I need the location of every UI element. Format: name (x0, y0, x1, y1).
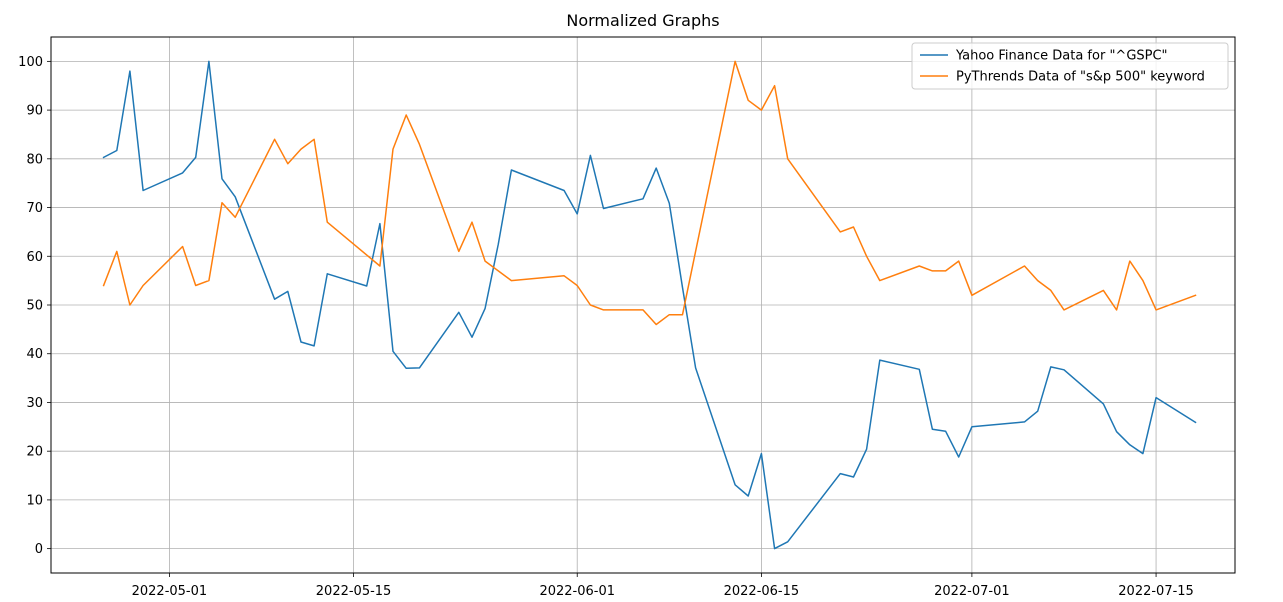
legend-label: PyThrends Data of "s&p 500" keyword (956, 70, 1205, 85)
y-tick-label: 70 (26, 201, 43, 216)
y-tick-label: 50 (26, 299, 43, 314)
x-tick-label: 2022-06-01 (539, 584, 615, 599)
grid (51, 37, 1235, 573)
y-tick-label: 80 (26, 152, 43, 167)
legend-label: Yahoo Finance Data for "^GSPC" (955, 49, 1168, 64)
x-tick-label: 2022-05-01 (132, 584, 208, 599)
series-lines (102, 60, 1197, 550)
y-tick-label: 100 (18, 55, 43, 70)
legend-box (911, 42, 1229, 90)
y-tick-label: 60 (26, 250, 43, 265)
x-tick-label: 2022-05-15 (316, 584, 392, 599)
x-tick-label: 2022-07-01 (934, 584, 1010, 599)
series-line-2 (102, 60, 1197, 326)
y-tick-label: 90 (26, 104, 43, 119)
axis-ticks: 0 10 20 30 40 50 60 70 80 90 100 2022-05-01 2022-05-… (18, 55, 1194, 599)
series-line-1 (102, 60, 1197, 550)
y-tick-label: 0 (35, 542, 43, 557)
y-tick-label: 20 (26, 445, 43, 460)
y-tick-label: 10 (26, 493, 43, 508)
legend: Yahoo Finance Data for "^GSPC" PyThrends … (911, 42, 1229, 90)
x-tick-label: 2022-07-15 (1118, 584, 1194, 599)
chart-title: Normalized Graphs (566, 11, 719, 30)
y-tick-label: 40 (26, 347, 43, 362)
y-tick-label: 30 (26, 396, 43, 411)
x-tick-label: 2022-06-15 (724, 584, 800, 599)
